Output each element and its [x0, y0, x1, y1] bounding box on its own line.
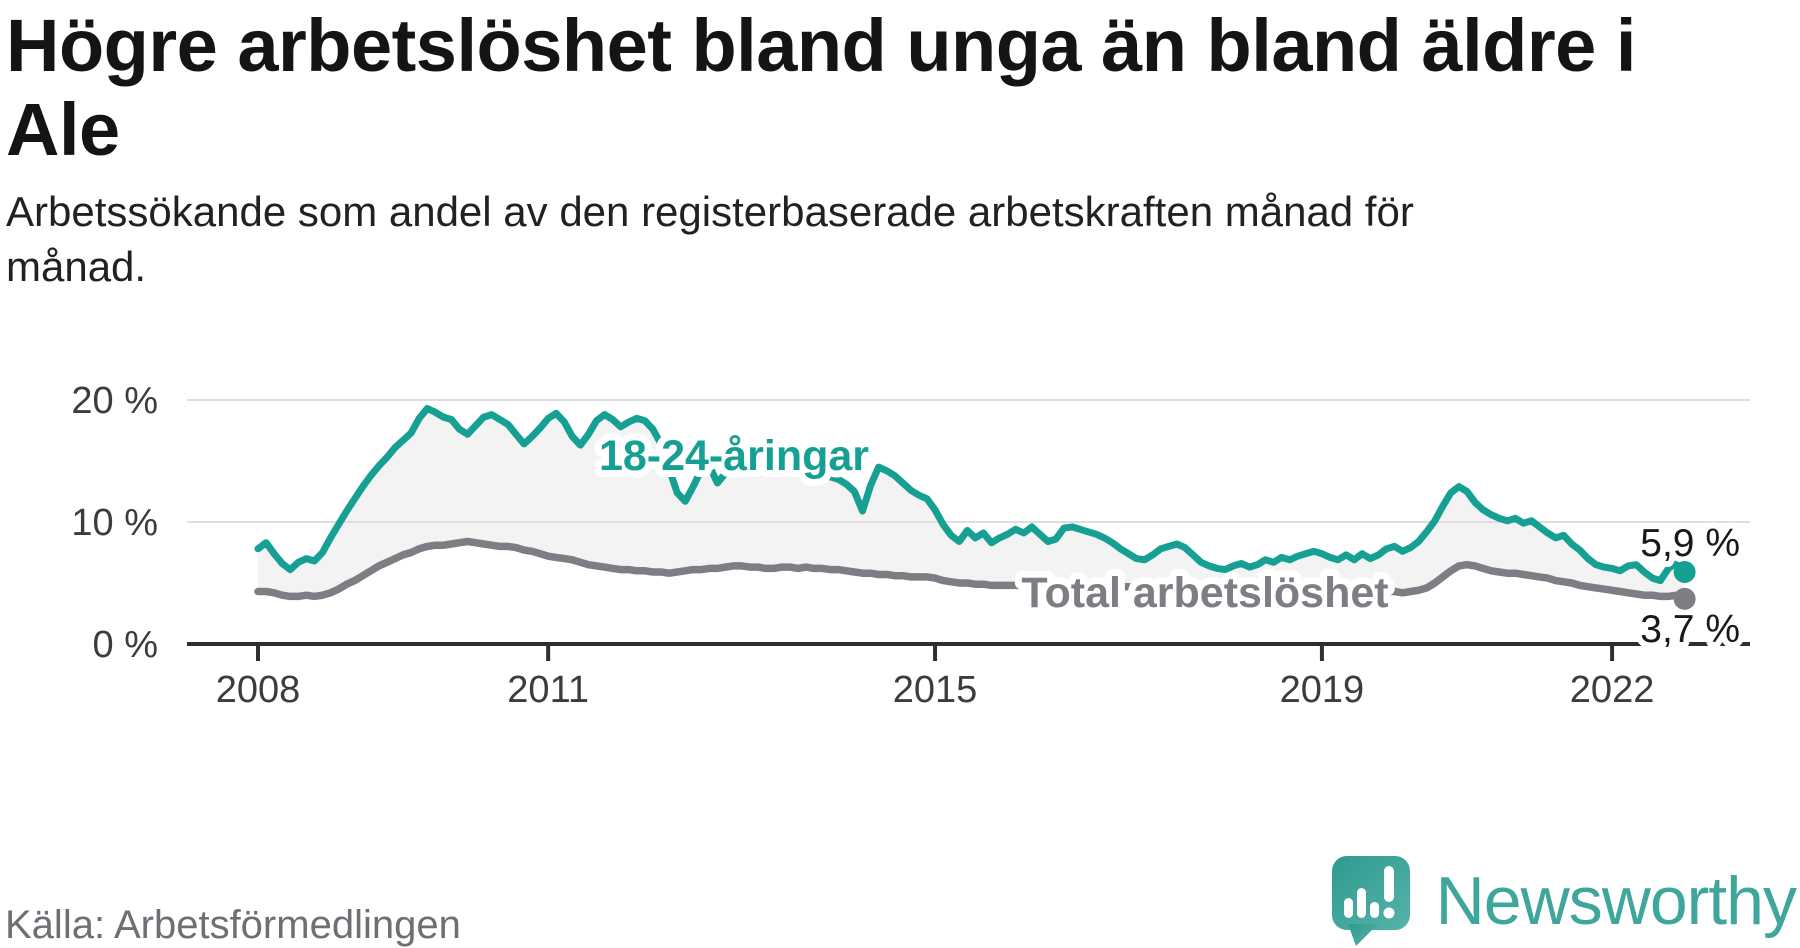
title-line-2: Ale: [6, 87, 120, 171]
chart-subtitle: Arbetssökande som andel av den registerb…: [6, 184, 1414, 295]
bar-1: [1343, 898, 1353, 918]
end-dot-total: [1673, 587, 1696, 610]
newsworthy-logo-icon: [1331, 856, 1410, 946]
end-dot-youth: [1673, 561, 1696, 584]
y-tick-label-0: 0 %: [93, 624, 158, 666]
speech-bubble-tail: [1347, 924, 1378, 946]
x-tick-label-2015: 2015: [893, 669, 978, 711]
series-label-total: Total arbetslöshet: [1021, 569, 1388, 617]
bar-3: [1369, 902, 1379, 918]
x-tick-label-2008: 2008: [216, 669, 301, 711]
title-line-1: Högre arbetslöshet bland unga än bland ä…: [6, 4, 1636, 87]
end-value-label-youth: 5,9 %: [1640, 522, 1740, 565]
bar-2: [1356, 888, 1366, 918]
y-tick-label-10: 10 %: [71, 502, 158, 544]
source-note: Källa: Arbetsförmedlingen: [5, 903, 461, 947]
series-label-youth: 18-24-åringar: [599, 432, 869, 480]
series-area-fill: [258, 408, 1685, 599]
series-line-total: [254, 537, 1689, 603]
newsworthy-brand: Newsworthy: [1331, 856, 1797, 946]
x-tick-label-2022: 2022: [1570, 669, 1655, 711]
end-value-label-total: 3,7 %: [1640, 608, 1740, 651]
page-title: Högre arbetslöshet bland unga än bland ä…: [6, 4, 1636, 171]
subtitle-line-2: månad.: [6, 243, 147, 291]
x-tick-label-2011: 2011: [507, 669, 589, 711]
y-tick-label-20: 20 %: [71, 380, 158, 422]
series-line-youth: [254, 405, 1689, 585]
exclamation-bar: [1383, 866, 1394, 902]
speech-bubble: [1331, 856, 1410, 930]
exclamation-dot: [1383, 907, 1395, 919]
x-tick-label-2019: 2019: [1280, 669, 1365, 711]
brand-wordmark: Newsworthy: [1435, 863, 1797, 939]
subtitle-line-1: Arbetssökande som andel av den registerb…: [6, 188, 1414, 235]
